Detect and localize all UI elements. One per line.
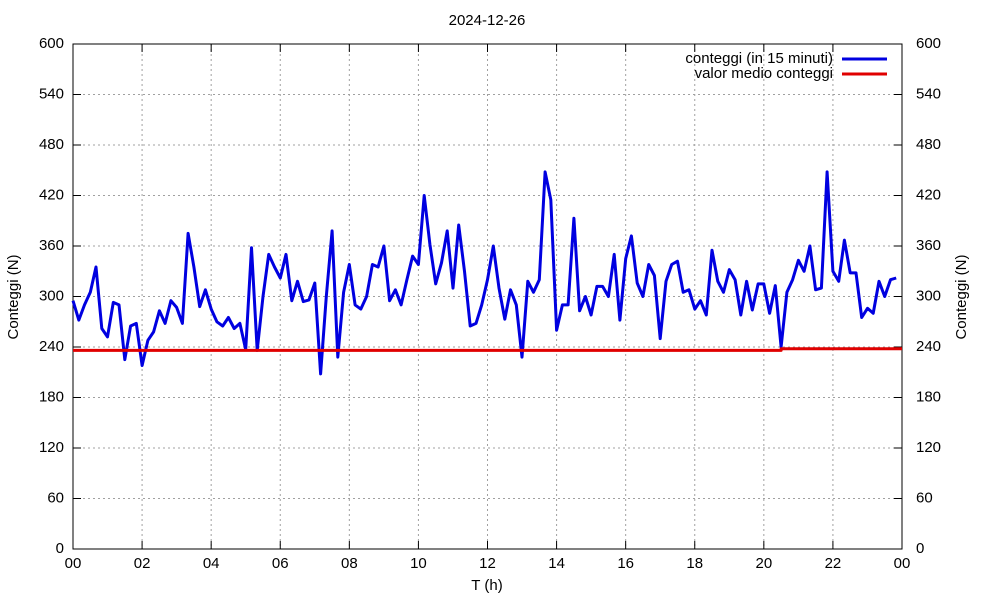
x-tick-label: 04 [203,555,220,572]
y-tick-label: 240 [39,338,64,355]
x-tick-label: 02 [134,555,151,572]
legend-label: conteggi (in 15 minuti) [685,50,833,67]
data-line [73,347,902,352]
y2-tick-label: 0 [916,540,924,557]
y-tick-label: 540 [39,85,64,102]
data-line [71,170,897,376]
y2-axis-label: Conteggi (N) [953,254,970,339]
y2-tick-label: 60 [916,489,933,506]
x-tick-label: 00 [894,555,911,572]
x-tick-label: 20 [755,555,772,572]
y-tick-label: 600 [39,35,64,52]
y2-tick-label: 420 [916,186,941,203]
y2-tick-label: 360 [916,237,941,254]
x-tick-label: 22 [825,555,842,572]
y-tick-label: 0 [56,540,64,557]
x-tick-label: 12 [479,555,496,572]
y2-tick-label: 300 [916,287,941,304]
y-tick-label: 60 [47,489,64,506]
y2-tick-label: 540 [916,85,941,102]
x-axis-label: T (h) [471,577,502,594]
x-tick-label: 16 [617,555,634,572]
y2-tick-label: 480 [916,136,941,153]
x-tick-label: 06 [272,555,289,572]
legend-label: valor medio conteggi [695,65,833,82]
y-tick-label: 120 [39,439,64,456]
x-tick-label: 18 [686,555,703,572]
y-tick-label: 420 [39,186,64,203]
y-tick-label: 360 [39,237,64,254]
y-tick-label: 180 [39,388,64,405]
plot-frame [72,43,903,550]
y-tick-label: 300 [39,287,64,304]
x-tick-label: 14 [548,555,565,572]
y2-tick-label: 600 [916,35,941,52]
y-tick-label: 480 [39,136,64,153]
y2-tick-label: 120 [916,439,941,456]
y2-tick-label: 240 [916,338,941,355]
y-axis-label: Conteggi (N) [5,254,22,339]
x-tick-label: 00 [65,555,82,572]
y2-tick-label: 180 [916,388,941,405]
chart-title: 2024-12-26 [449,12,526,29]
x-tick-label: 08 [341,555,358,572]
x-tick-label: 10 [410,555,427,572]
